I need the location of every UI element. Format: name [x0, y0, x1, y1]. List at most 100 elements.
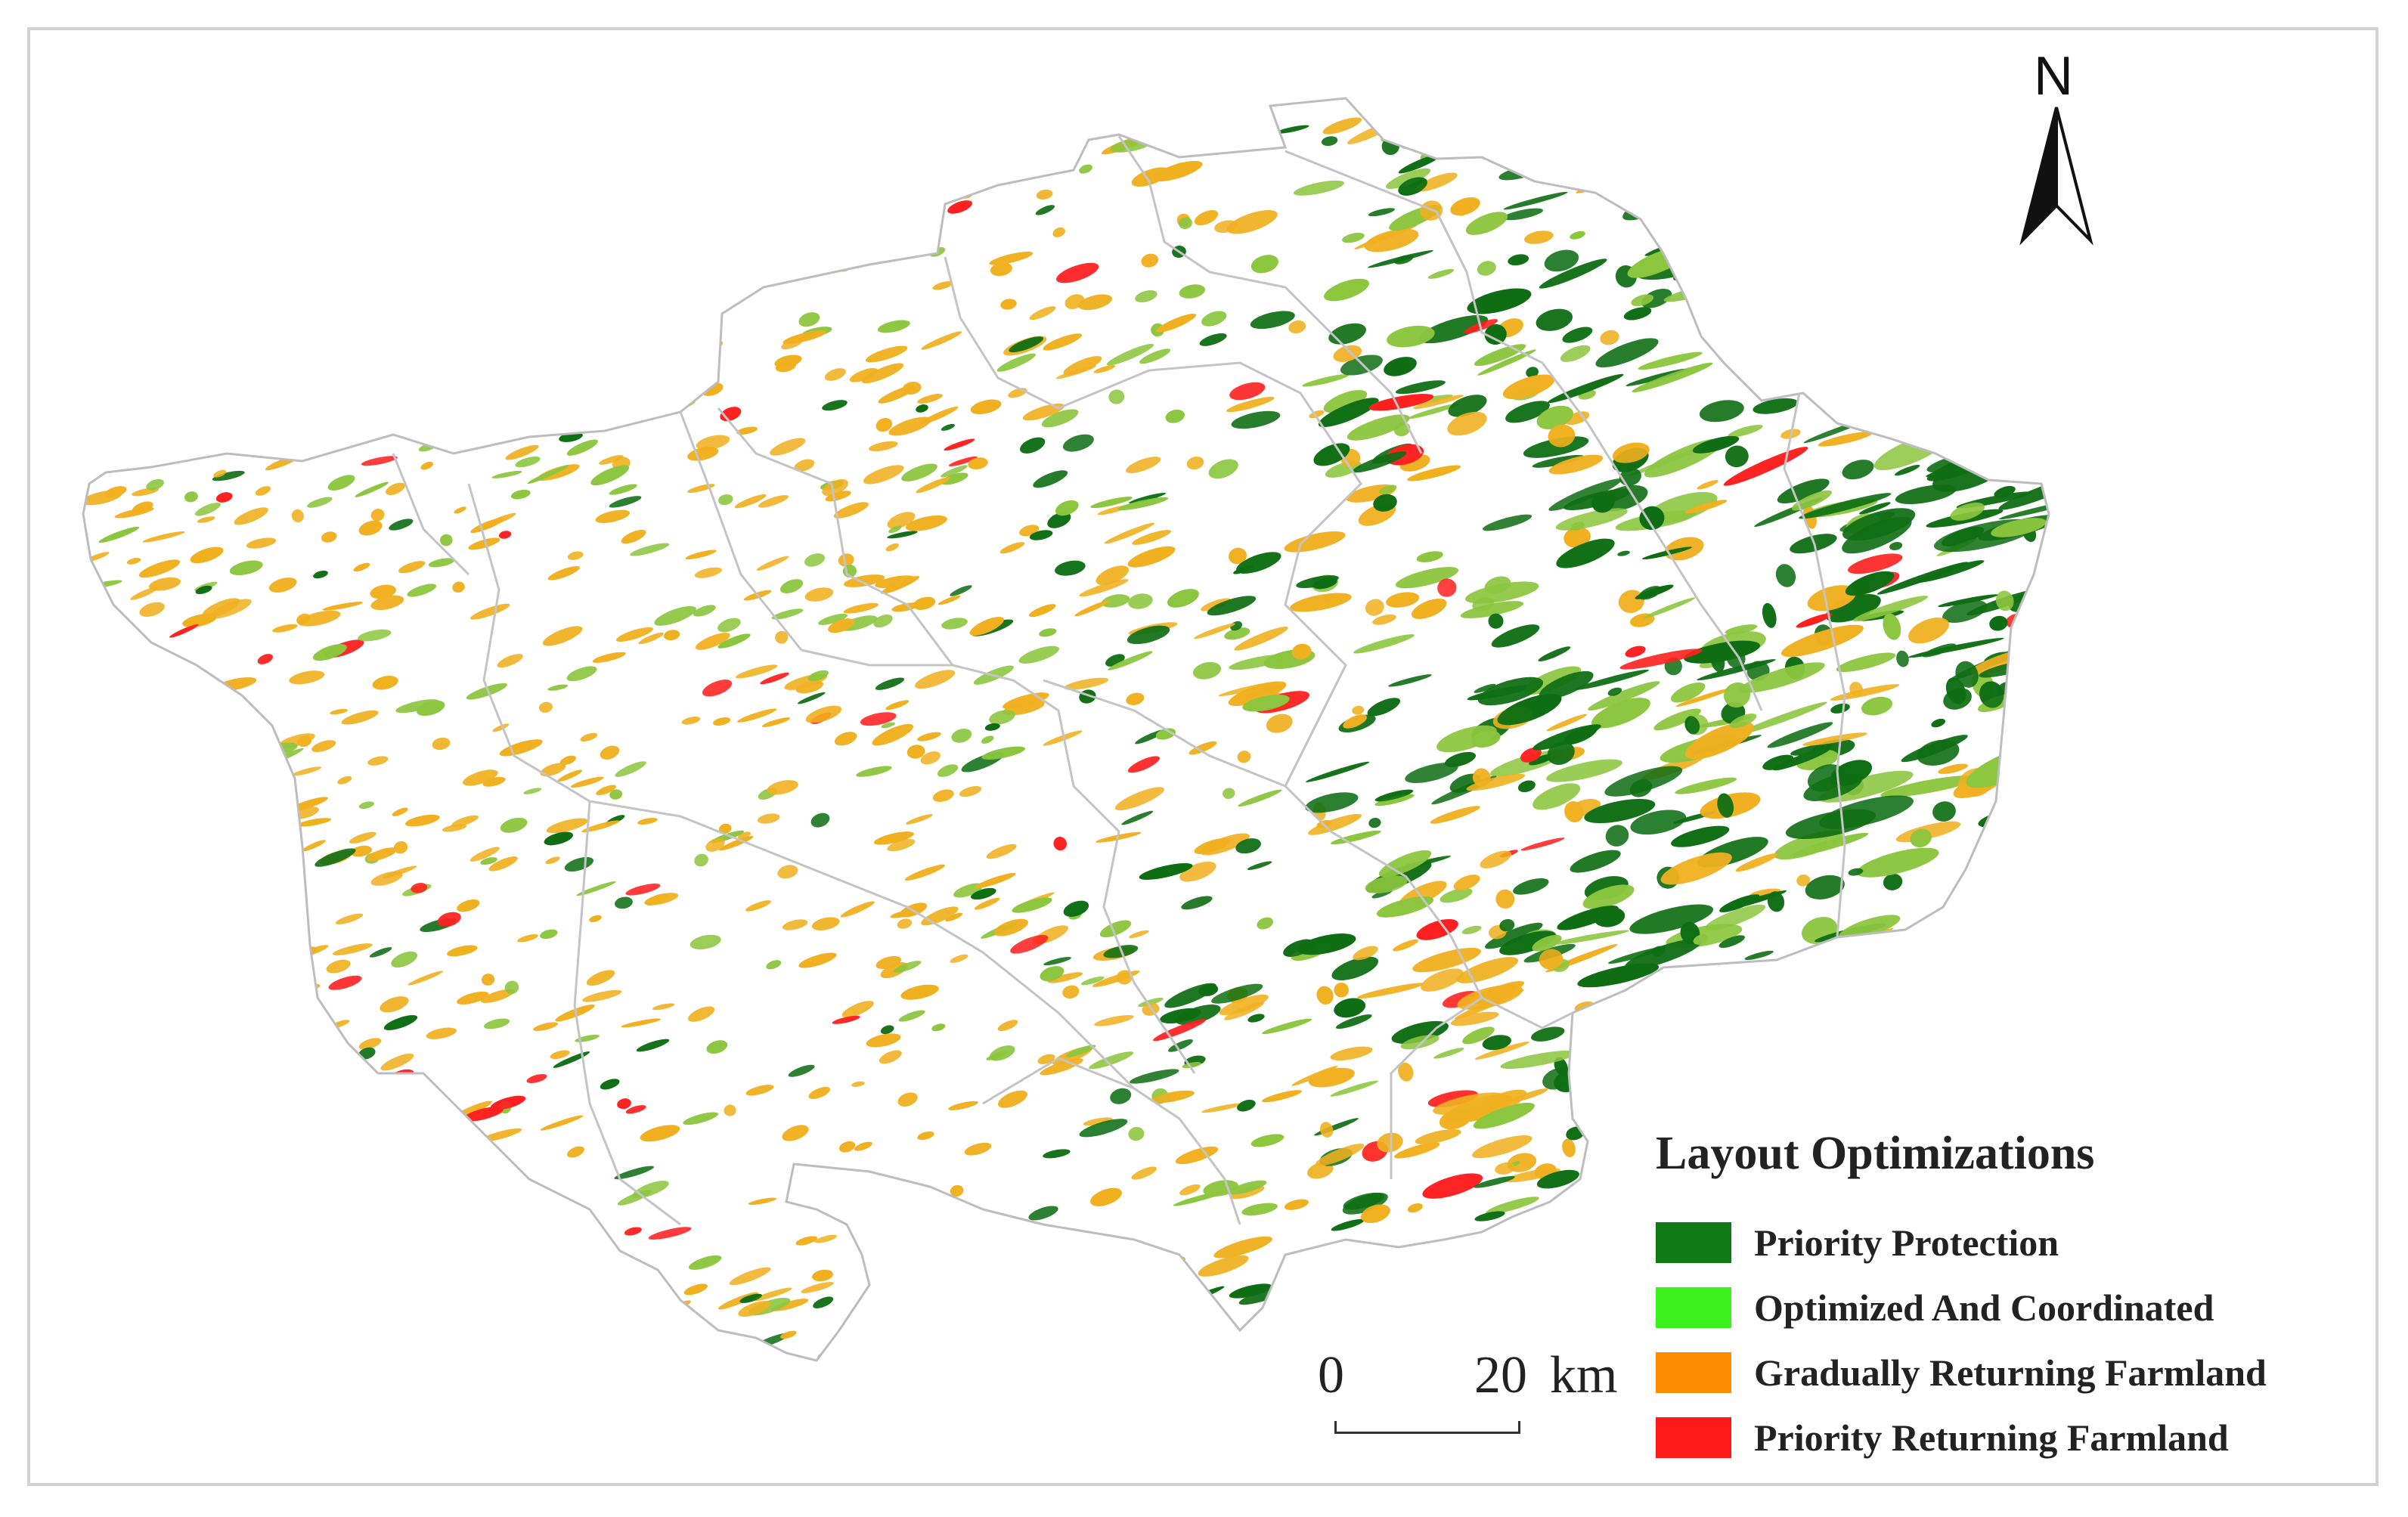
land-patch: [1408, 403, 1460, 419]
land-patch: [527, 465, 569, 485]
land-patch: [1353, 634, 1415, 654]
land-patch: [1099, 920, 1132, 938]
land-patch: [1848, 313, 1932, 350]
land-patch: [389, 1069, 414, 1082]
land-patch: [1160, 1008, 1201, 1024]
land-patch: [1802, 274, 1886, 294]
land-patch: [1043, 1149, 1071, 1159]
land-patch: [1863, 1046, 1877, 1060]
land-patch: [157, 366, 200, 382]
land-patch: [1235, 1346, 1277, 1361]
land-patch: [1009, 336, 1044, 353]
land-patch: [1186, 456, 1204, 470]
land-patch: [1308, 813, 1362, 835]
land-patch: [544, 235, 557, 243]
land-patch: [1474, 1042, 1529, 1060]
land-patch: [1453, 875, 1480, 891]
land-patch: [332, 943, 373, 955]
land-patch: [1302, 374, 1350, 387]
land-patch: [112, 135, 153, 153]
land-patch: [1090, 1187, 1122, 1206]
land-patch: [545, 856, 560, 865]
land-patch: [1988, 367, 2042, 393]
land-patch: [131, 311, 172, 328]
land-patch: [468, 537, 501, 550]
land-patch: [429, 1116, 454, 1126]
land-patch: [1840, 207, 1914, 228]
land-patch: [532, 283, 571, 300]
land-patch: [1228, 681, 1287, 706]
land-patch: [532, 352, 556, 366]
land-patch: [1935, 419, 1975, 442]
land-patch: [1022, 403, 1065, 421]
land-patch: [1485, 922, 1543, 949]
land-patch: [308, 255, 338, 268]
land-patch: [1991, 867, 2006, 887]
land-patch: [1219, 994, 1269, 1016]
land-patch: [182, 613, 217, 627]
legend-title: Layout Optimizations: [1656, 1128, 2095, 1179]
land-patch: [405, 814, 440, 827]
land-patch: [237, 748, 260, 757]
land-patch: [596, 785, 616, 796]
land-patch: [1440, 888, 1473, 903]
land-patch: [865, 345, 908, 363]
land-patch: [1927, 995, 2025, 1036]
land-patch: [1323, 389, 1368, 413]
land-patch: [1121, 810, 1154, 825]
land-patch: [1758, 967, 1837, 996]
land-patch: [1825, 593, 1881, 623]
land-patch: [341, 710, 379, 725]
land-patch: [390, 172, 413, 185]
land-patch: [85, 1070, 105, 1085]
land-patch: [989, 251, 1034, 265]
land-patch: [241, 962, 271, 979]
land-patch: [1744, 950, 1774, 960]
north-label: N: [2034, 46, 2073, 107]
land-patch: [997, 1020, 1018, 1032]
land-patch: [1728, 425, 1763, 438]
legend: Layout Optimizations Priority Protection…: [1656, 1130, 2374, 1470]
land-patch: [373, 268, 412, 283]
land-patch: [1737, 197, 1750, 206]
land-patch: [906, 745, 925, 759]
land-patch: [1563, 527, 1591, 548]
land-patch: [1194, 210, 1219, 226]
land-patch: [1790, 1048, 1832, 1067]
land-patch: [1063, 677, 1109, 690]
land-patch: [159, 1034, 198, 1050]
land-patch: [98, 526, 140, 543]
land-patch: [1989, 615, 2008, 631]
land-patch: [1639, 506, 1665, 531]
land-patch: [567, 551, 584, 560]
land-patch: [83, 857, 112, 868]
land-patch: [1739, 662, 1825, 693]
land-patch: [189, 1172, 231, 1189]
land-patch: [878, 1336, 897, 1343]
land-patch: [175, 1026, 191, 1036]
land-patch: [310, 358, 345, 368]
land-patch: [1954, 1015, 2011, 1037]
land-patch: [515, 456, 541, 468]
land-patch: [1694, 1029, 1738, 1042]
land-patch: [520, 142, 552, 158]
land-patch: [1207, 596, 1257, 616]
land-patch: [438, 179, 475, 196]
land-patch: [739, 1293, 763, 1303]
land-patch: [1128, 593, 1153, 609]
land-patch: [2016, 767, 2036, 790]
land-patch: [1427, 268, 1455, 279]
land-patch: [215, 492, 233, 503]
land-patch: [312, 1075, 350, 1094]
land-patch: [237, 1085, 259, 1094]
land-patch: [802, 145, 841, 163]
land-patch: [879, 1050, 902, 1064]
land-patch: [1544, 249, 1579, 272]
land-patch: [1985, 272, 2011, 284]
land-patch: [1474, 344, 1526, 367]
land-patch: [355, 481, 389, 497]
land-patch: [989, 710, 1015, 725]
land-patch: [863, 465, 904, 485]
land-patch: [1619, 649, 1703, 670]
land-patch: [122, 1241, 153, 1252]
